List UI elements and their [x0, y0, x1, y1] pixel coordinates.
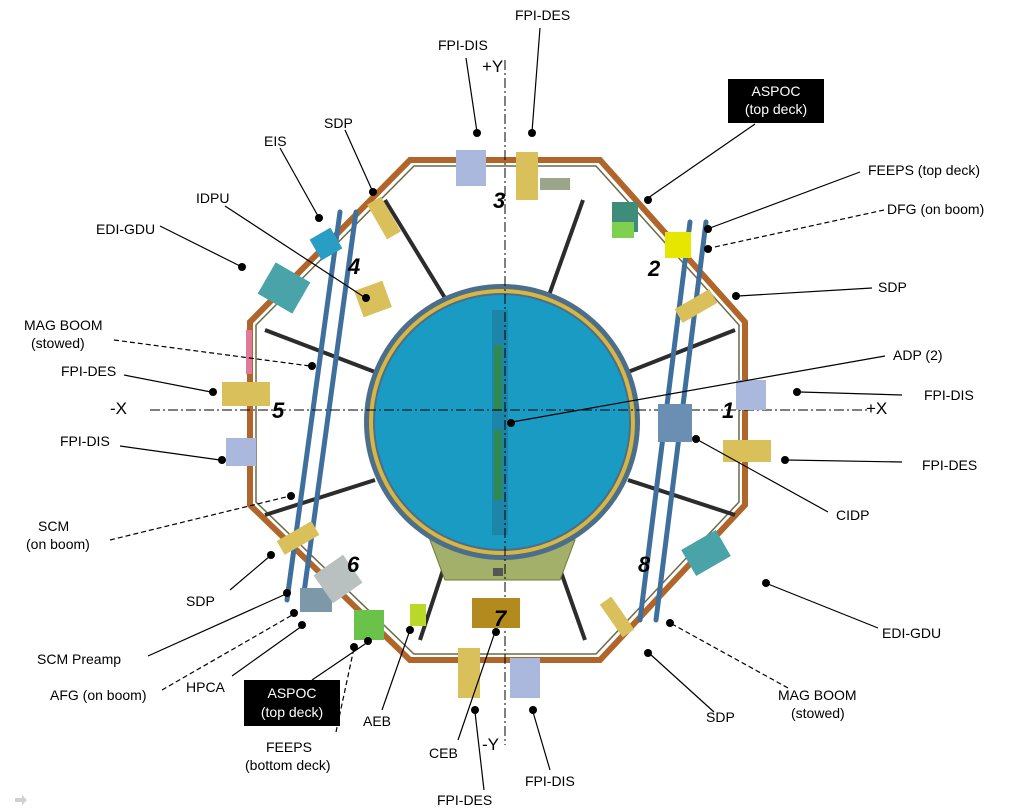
label-fpi-des-bottom: FPI-DES — [437, 792, 492, 808]
feeps-bottom-unit — [354, 610, 384, 640]
deck-connector — [493, 568, 503, 576]
panel-number-8: 8 — [638, 552, 651, 577]
ceb-unit — [472, 598, 520, 628]
cidp-unit — [658, 404, 692, 442]
plus-y-label: +Y — [482, 57, 503, 76]
label-edi-gdu-left: EDI-GDU — [96, 221, 155, 237]
label-fpi-des-left: FPI-DES — [61, 363, 116, 379]
label-fpi-dis-left: FPI-DIS — [60, 433, 110, 449]
deck-center-strip — [492, 310, 508, 535]
label-mag-boom-left-line1: MAG BOOM — [24, 317, 103, 333]
strut — [383, 198, 447, 300]
panel-number-2: 2 — [647, 256, 661, 281]
aspoc-top-label-line1: ASPOC — [751, 83, 800, 99]
label-adp: ADP (2) — [893, 347, 943, 363]
aspoc-top-label-box — [728, 79, 824, 123]
central-deck — [364, 284, 640, 576]
label-mag-boom-right-line2: (stowed) — [791, 705, 845, 721]
aspoc-bottom-label-line1: ASPOC — [267, 685, 316, 701]
plus-x-label: +X — [866, 399, 887, 418]
label-edi-gdu-right: EDI-GDU — [882, 625, 941, 641]
edi-gdu-left-unit — [257, 262, 311, 314]
label-dfg: DFG (on boom) — [887, 201, 984, 217]
panel-number-3: 3 — [493, 188, 505, 213]
label-fpi-dis-bottom: FPI-DIS — [525, 773, 575, 789]
scm-preamp-unit — [313, 554, 363, 604]
label-fpi-dis-top: FPI-DIS — [438, 37, 488, 53]
adp-element-2 — [494, 430, 502, 500]
fpi-dis-bottom-unit — [510, 658, 540, 698]
strut — [546, 199, 585, 299]
label-cidp: CIDP — [836, 507, 869, 523]
edi-gdu-right-unit — [681, 530, 731, 576]
label-sdp-top-left: SDP — [324, 115, 353, 131]
arrow-icon — [15, 795, 27, 805]
label-scm-line2: (on boom) — [26, 536, 90, 552]
dfg-unit — [665, 232, 691, 258]
leader-lines — [109, 27, 903, 791]
instrument-labels: FPI-DES FPI-DIS FEEPS (top deck) DFG (on… — [24, 7, 984, 808]
label-idpu: IDPU — [196, 190, 229, 206]
fpi-dis-left-unit — [226, 438, 256, 466]
sdp-bottom-left-unit — [276, 521, 320, 555]
label-fpi-des-right: FPI-DES — [922, 457, 977, 473]
label-afg: AFG (on boom) — [50, 687, 146, 703]
panel-numbers: 1 2 3 4 5 6 7 8 — [272, 188, 734, 631]
top-aux-unit — [540, 178, 570, 190]
aeb-unit — [410, 604, 426, 626]
label-sdp-bottom-left: SDP — [186, 593, 215, 609]
label-fpi-dis-right: FPI-DIS — [924, 387, 974, 403]
label-mag-boom-right-line1: MAG BOOM — [778, 687, 857, 703]
minus-y-label: -Y — [482, 735, 499, 754]
label-feeps-top: FEEPS (top deck) — [868, 162, 980, 178]
fpi-dis-right-unit — [736, 380, 766, 410]
axes: +Y -Y +X -X — [110, 57, 887, 754]
panel-number-4: 4 — [347, 254, 360, 279]
adp-element — [494, 345, 502, 410]
label-scm-preamp: SCM Preamp — [37, 651, 121, 667]
label-fpi-des-top: FPI-DES — [515, 7, 570, 23]
deck-gold-ring — [369, 289, 635, 555]
minus-x-label: -X — [110, 399, 127, 418]
fpi-des-top-unit — [516, 152, 538, 200]
mag-boom-left-accent — [246, 330, 252, 374]
aspoc-bottom-label-box — [244, 680, 340, 726]
fpi-des-right-unit — [723, 440, 771, 462]
label-eis: EIS — [264, 133, 287, 149]
panel-number-6: 6 — [347, 552, 360, 577]
label-sdp-right: SDP — [878, 279, 907, 295]
label-ceb: CEB — [429, 745, 458, 761]
instruments — [222, 150, 771, 698]
idpu-unit — [354, 280, 392, 318]
label-sdp-bottom-right: SDP — [706, 709, 735, 725]
label-aeb: AEB — [363, 713, 391, 729]
label-feeps-bottom-line2: (bottom deck) — [245, 757, 331, 773]
fpi-des-left-unit — [222, 382, 270, 406]
fpi-dis-top-unit — [456, 150, 486, 186]
strut — [627, 328, 736, 374]
label-hpca: HPCA — [186, 679, 226, 695]
label-mag-boom-left-line2: (stowed) — [31, 335, 85, 351]
strut — [264, 478, 376, 517]
label-feeps-bottom-line1: FEEPS — [266, 739, 312, 755]
panel-number-1: 1 — [722, 398, 734, 423]
sdp-bottom-right-unit — [599, 596, 635, 638]
aspoc-bottom-label-line2: (top deck) — [261, 704, 323, 720]
feeps-top-unit — [612, 222, 634, 238]
panel-number-7: 7 — [494, 606, 508, 631]
sdp-top-left-unit — [367, 196, 401, 240]
panel-number-5: 5 — [272, 398, 285, 423]
aspoc-top-label-line2: (top deck) — [745, 101, 807, 117]
strut — [627, 478, 736, 517]
sdp-right-unit — [674, 289, 718, 323]
eis-unit — [309, 227, 343, 261]
label-scm-line1: SCM — [38, 518, 69, 534]
fpi-des-bottom-unit — [458, 648, 480, 698]
